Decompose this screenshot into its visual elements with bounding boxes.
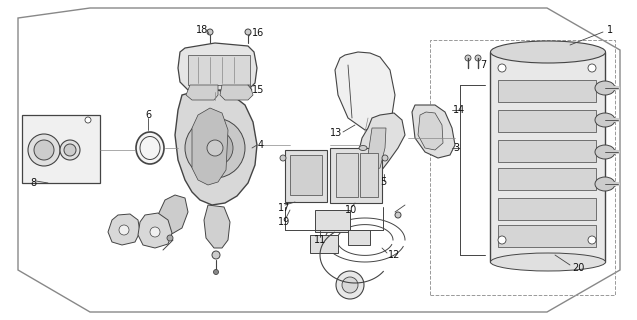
Circle shape — [280, 155, 286, 161]
Bar — [336, 153, 358, 197]
Polygon shape — [158, 195, 188, 235]
Text: 8: 8 — [30, 178, 36, 188]
Bar — [290, 155, 322, 195]
Circle shape — [342, 277, 358, 293]
Bar — [498, 80, 596, 102]
Polygon shape — [412, 105, 455, 158]
Circle shape — [64, 144, 76, 156]
Circle shape — [28, 134, 60, 166]
Text: 13: 13 — [330, 128, 342, 138]
Bar — [348, 230, 370, 245]
Bar — [498, 110, 596, 132]
Text: 3: 3 — [453, 143, 459, 153]
Text: 20: 20 — [572, 263, 584, 273]
Polygon shape — [418, 112, 443, 150]
Ellipse shape — [490, 253, 606, 271]
Circle shape — [588, 64, 596, 72]
Circle shape — [185, 118, 245, 178]
Ellipse shape — [140, 137, 160, 159]
Polygon shape — [138, 213, 172, 248]
Circle shape — [498, 236, 506, 244]
Ellipse shape — [359, 146, 367, 150]
Polygon shape — [186, 85, 218, 100]
Polygon shape — [220, 85, 253, 100]
Polygon shape — [358, 113, 405, 178]
Bar — [498, 225, 596, 247]
Circle shape — [85, 117, 91, 123]
Ellipse shape — [136, 132, 164, 164]
Polygon shape — [108, 214, 140, 245]
Text: 19: 19 — [278, 217, 290, 227]
Circle shape — [465, 55, 471, 61]
Bar — [285, 150, 327, 202]
Circle shape — [475, 55, 481, 61]
Circle shape — [588, 236, 596, 244]
Text: 1: 1 — [607, 25, 613, 35]
Text: 7: 7 — [480, 60, 486, 70]
Circle shape — [395, 212, 401, 218]
Ellipse shape — [490, 41, 606, 63]
Circle shape — [207, 140, 223, 156]
Bar — [498, 198, 596, 220]
Polygon shape — [192, 108, 228, 185]
Text: 4: 4 — [258, 140, 264, 150]
Circle shape — [197, 130, 233, 166]
Bar — [330, 148, 382, 203]
Bar — [310, 235, 338, 253]
Circle shape — [382, 155, 388, 161]
Circle shape — [245, 29, 251, 35]
Circle shape — [212, 251, 220, 259]
Polygon shape — [175, 90, 257, 205]
Polygon shape — [368, 128, 386, 170]
Circle shape — [119, 225, 129, 235]
Ellipse shape — [595, 81, 615, 95]
Text: 14: 14 — [453, 105, 465, 115]
Bar — [188, 55, 250, 85]
Ellipse shape — [595, 177, 615, 191]
Text: 5: 5 — [380, 177, 386, 187]
Ellipse shape — [595, 113, 615, 127]
Polygon shape — [178, 43, 257, 90]
Text: 15: 15 — [252, 85, 264, 95]
Bar — [22, 115, 100, 183]
Circle shape — [213, 269, 218, 275]
Circle shape — [498, 64, 506, 72]
Bar — [498, 140, 596, 162]
Text: 10: 10 — [345, 205, 357, 215]
Bar — [498, 168, 596, 190]
Bar — [490, 52, 605, 262]
Text: 18: 18 — [196, 25, 208, 35]
Polygon shape — [204, 205, 230, 248]
Text: 6: 6 — [145, 110, 151, 120]
Circle shape — [150, 227, 160, 237]
Circle shape — [60, 140, 80, 160]
Bar — [360, 153, 378, 197]
Circle shape — [167, 235, 173, 241]
Text: 11: 11 — [314, 235, 326, 245]
Text: 16: 16 — [252, 28, 264, 38]
Circle shape — [207, 29, 213, 35]
Circle shape — [34, 140, 54, 160]
Bar — [430, 40, 615, 295]
Text: 12: 12 — [388, 250, 401, 260]
Polygon shape — [18, 8, 620, 312]
Bar — [315, 210, 350, 232]
Text: 17: 17 — [278, 203, 290, 213]
Ellipse shape — [595, 145, 615, 159]
Polygon shape — [335, 52, 395, 130]
Circle shape — [336, 271, 364, 299]
